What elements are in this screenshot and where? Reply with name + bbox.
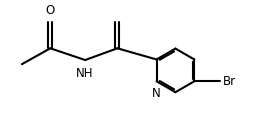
Text: O: O [46,4,55,17]
Text: NH: NH [75,67,93,80]
Text: N: N [152,87,161,100]
Text: Br: Br [223,75,236,88]
